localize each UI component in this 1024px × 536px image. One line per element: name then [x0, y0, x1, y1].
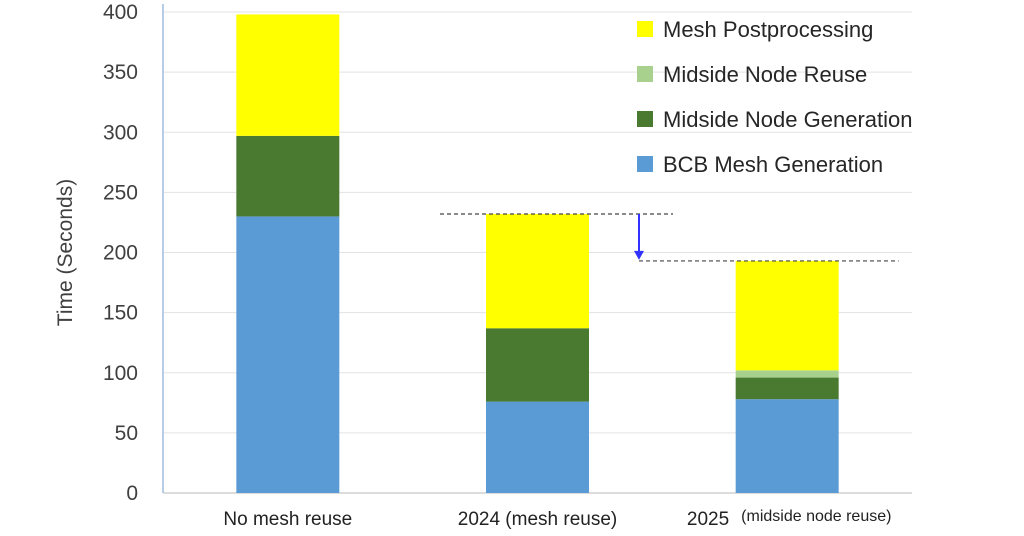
category-label: 2025	[687, 509, 729, 530]
bar-segment	[486, 401, 589, 493]
bar-segment	[735, 377, 839, 400]
legend-label: Mesh Postprocessing	[663, 17, 873, 42]
legend-label: Midside Node Generation	[663, 107, 912, 132]
y-tick-label: 50	[115, 422, 138, 445]
reduction-annotation	[440, 213, 899, 262]
y-tick-label: 300	[103, 121, 138, 144]
bar-segment	[486, 214, 589, 329]
reduction-arrow-head	[634, 250, 644, 260]
bar-segment	[236, 135, 340, 217]
y-tick-label: 250	[103, 181, 138, 204]
y-tick-label: 150	[103, 302, 138, 325]
legend-swatch	[637, 111, 653, 127]
bar-segment	[735, 260, 839, 371]
category-sublabel: (midside node reuse)	[741, 508, 891, 525]
y-tick-label: 0	[126, 482, 138, 505]
y-tick-label: 350	[103, 61, 138, 84]
bars	[236, 14, 839, 494]
bar-segment	[735, 370, 839, 378]
y-axis-title: Time (Seconds)	[54, 179, 77, 326]
bar-segment	[236, 14, 340, 136]
legend-swatch	[637, 156, 653, 172]
bar-segment	[236, 216, 340, 494]
category-label: 2024 (mesh reuse)	[458, 509, 617, 530]
legend-label: BCB Mesh Generation	[663, 152, 883, 177]
legend-swatch	[637, 21, 653, 37]
y-tick-label: 400	[103, 1, 138, 24]
category-label: No mesh reuse	[223, 509, 352, 530]
bar-segment	[735, 399, 839, 493]
legend-swatch	[637, 66, 653, 82]
y-tick-labels: 0 50 100 150 200 250 300 350 400	[103, 1, 138, 505]
legend: Mesh Postprocessing Midside Node Reuse Mid…	[637, 17, 912, 177]
category-labels: No mesh reuse 2024 (mesh reuse) 2025 (midsi…	[223, 508, 891, 530]
y-tick-label: 100	[103, 362, 138, 385]
bar-segment	[486, 328, 589, 402]
legend-label: Midside Node Reuse	[663, 62, 867, 87]
y-tick-label: 200	[103, 242, 138, 265]
